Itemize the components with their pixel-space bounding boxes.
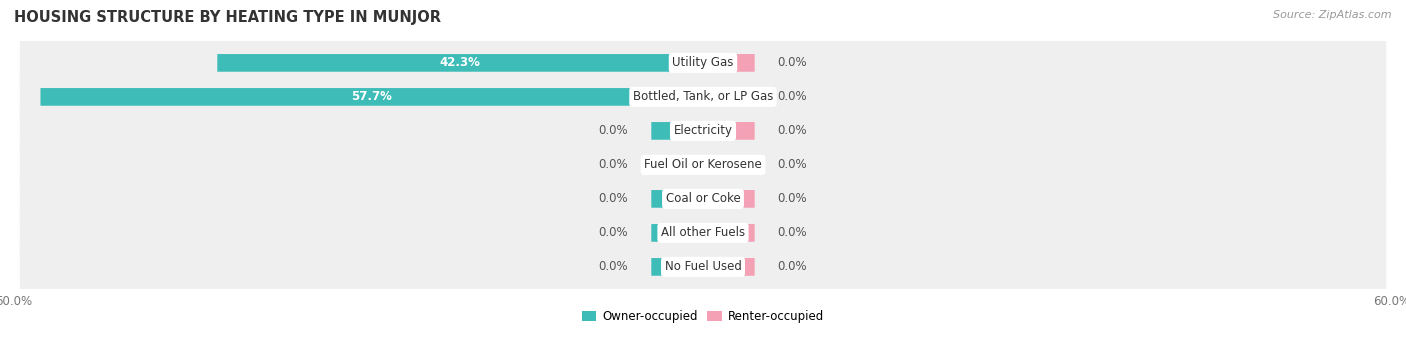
- Text: 0.0%: 0.0%: [599, 260, 628, 273]
- Text: 0.0%: 0.0%: [599, 158, 628, 171]
- Text: Electricity: Electricity: [673, 124, 733, 137]
- FancyBboxPatch shape: [651, 156, 703, 174]
- Text: 0.0%: 0.0%: [778, 56, 807, 69]
- Text: Utility Gas: Utility Gas: [672, 56, 734, 69]
- FancyBboxPatch shape: [703, 156, 755, 174]
- Text: 0.0%: 0.0%: [778, 192, 807, 205]
- Text: 0.0%: 0.0%: [778, 226, 807, 239]
- Text: 0.0%: 0.0%: [778, 124, 807, 137]
- FancyBboxPatch shape: [703, 224, 755, 242]
- Text: 0.0%: 0.0%: [599, 226, 628, 239]
- FancyBboxPatch shape: [20, 200, 1386, 266]
- Text: Source: ZipAtlas.com: Source: ZipAtlas.com: [1274, 10, 1392, 20]
- FancyBboxPatch shape: [703, 54, 755, 72]
- FancyBboxPatch shape: [703, 88, 755, 106]
- FancyBboxPatch shape: [41, 88, 703, 106]
- Text: No Fuel Used: No Fuel Used: [665, 260, 741, 273]
- FancyBboxPatch shape: [651, 224, 703, 242]
- Text: 0.0%: 0.0%: [778, 260, 807, 273]
- FancyBboxPatch shape: [20, 132, 1386, 198]
- Text: Fuel Oil or Kerosene: Fuel Oil or Kerosene: [644, 158, 762, 171]
- FancyBboxPatch shape: [20, 234, 1386, 300]
- FancyBboxPatch shape: [703, 258, 755, 276]
- Text: All other Fuels: All other Fuels: [661, 226, 745, 239]
- FancyBboxPatch shape: [651, 190, 703, 208]
- FancyBboxPatch shape: [20, 64, 1386, 130]
- FancyBboxPatch shape: [218, 54, 703, 72]
- Legend: Owner-occupied, Renter-occupied: Owner-occupied, Renter-occupied: [578, 305, 828, 328]
- FancyBboxPatch shape: [703, 190, 755, 208]
- Text: 0.0%: 0.0%: [599, 192, 628, 205]
- Text: 0.0%: 0.0%: [599, 124, 628, 137]
- FancyBboxPatch shape: [20, 98, 1386, 164]
- FancyBboxPatch shape: [651, 122, 703, 140]
- FancyBboxPatch shape: [703, 122, 755, 140]
- FancyBboxPatch shape: [20, 30, 1386, 96]
- Text: 0.0%: 0.0%: [778, 158, 807, 171]
- FancyBboxPatch shape: [651, 258, 703, 276]
- Text: Bottled, Tank, or LP Gas: Bottled, Tank, or LP Gas: [633, 90, 773, 103]
- Text: HOUSING STRUCTURE BY HEATING TYPE IN MUNJOR: HOUSING STRUCTURE BY HEATING TYPE IN MUN…: [14, 10, 441, 25]
- Text: Coal or Coke: Coal or Coke: [665, 192, 741, 205]
- Text: 57.7%: 57.7%: [352, 90, 392, 103]
- Text: 0.0%: 0.0%: [778, 90, 807, 103]
- Text: 42.3%: 42.3%: [440, 56, 481, 69]
- FancyBboxPatch shape: [20, 166, 1386, 232]
